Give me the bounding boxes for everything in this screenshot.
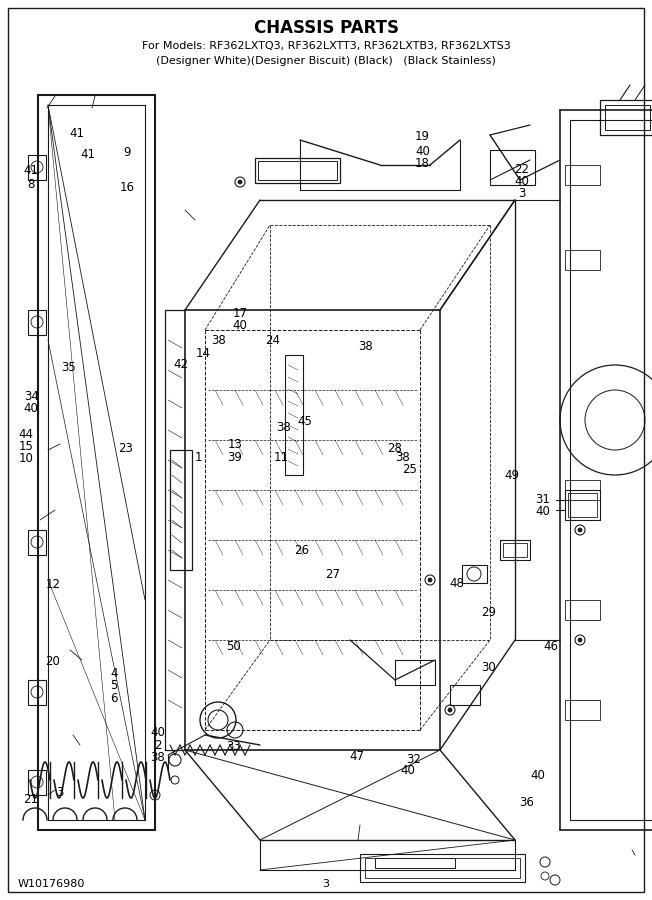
Bar [565,480,600,500]
Bar [395,660,435,685]
Text: 46: 46 [543,640,559,652]
Text: 20: 20 [45,655,59,668]
Bar [450,685,480,705]
Circle shape [238,180,242,184]
Text: 21: 21 [23,793,38,806]
Text: 40: 40 [233,320,247,332]
Text: 40: 40 [514,176,529,188]
Bar [500,540,530,560]
Text: 27: 27 [325,568,340,580]
Text: 12: 12 [46,579,61,591]
Text: 26: 26 [293,544,309,557]
Text: 44: 44 [18,428,34,441]
Text: 10: 10 [19,453,33,465]
Text: 3: 3 [518,187,526,200]
Bar [565,600,600,620]
Text: 6: 6 [110,692,118,705]
Bar [28,680,46,705]
Text: For Models: RF362LXTQ3, RF362LXTT3, RF362LXTB3, RF362LXTS3: For Models: RF362LXTQ3, RF362LXTT3, RF36… [141,41,511,51]
Bar [365,858,520,878]
Text: (Designer White)(Designer Biscuit) (Black)   (Black Stainless): (Designer White)(Designer Biscuit) (Blac… [156,56,496,66]
Bar [605,105,650,130]
Text: 24: 24 [265,334,280,346]
Text: 1: 1 [195,451,203,464]
Text: 42: 42 [173,358,189,371]
Text: 4: 4 [110,667,118,680]
Text: 23: 23 [118,442,132,454]
Text: 41: 41 [80,148,96,161]
Text: 50: 50 [226,640,241,652]
Text: 13: 13 [228,438,242,451]
Text: 5: 5 [110,680,118,692]
Text: 22: 22 [514,163,529,176]
Bar [503,543,527,557]
Text: 40: 40 [151,726,165,739]
Bar [565,700,600,720]
Text: 38: 38 [211,334,226,346]
Text: 33: 33 [226,741,241,753]
Text: 38: 38 [396,451,410,464]
Text: 35: 35 [61,361,76,374]
Text: 38: 38 [276,421,291,434]
Bar [258,161,337,180]
Text: CHASSIS PARTS: CHASSIS PARTS [254,19,398,37]
Text: 14: 14 [196,347,211,360]
Text: 36: 36 [520,796,534,809]
Text: 48: 48 [449,577,464,590]
Text: 49: 49 [504,469,520,482]
Text: 40: 40 [24,402,38,415]
Bar [285,355,303,475]
Text: 16: 16 [119,181,135,194]
Text: 3: 3 [56,786,64,798]
Text: 18: 18 [415,158,430,170]
Bar [565,165,600,185]
Text: 40: 40 [415,145,430,158]
Text: 32: 32 [407,753,421,766]
Bar [28,155,46,180]
Text: 15: 15 [19,440,33,453]
Bar [28,310,46,335]
Text: 19: 19 [415,130,430,143]
Circle shape [578,528,582,532]
Text: 11: 11 [274,451,289,464]
Text: W10176980: W10176980 [18,879,85,889]
Text: 41: 41 [23,165,39,177]
Circle shape [578,638,582,642]
Text: 38: 38 [358,340,372,353]
Text: 2: 2 [154,739,162,752]
Text: 25: 25 [402,464,417,476]
Bar [568,493,597,517]
Text: 40: 40 [535,505,550,518]
Text: 30: 30 [482,662,496,674]
Text: 9: 9 [123,147,131,159]
Text: 31: 31 [535,493,550,506]
Text: 40: 40 [400,764,415,777]
Bar [490,150,535,185]
Text: 40: 40 [531,770,545,782]
Bar [600,100,652,135]
Text: 47: 47 [349,750,365,762]
Text: 39: 39 [228,451,242,464]
Bar [28,770,46,795]
Bar [360,854,525,882]
Bar [28,530,46,555]
Bar [565,250,600,270]
Text: 34: 34 [24,390,38,402]
Text: 3: 3 [323,879,329,889]
Circle shape [428,578,432,582]
Text: 8: 8 [27,178,35,191]
Text: 17: 17 [232,307,248,320]
Text: 28: 28 [387,442,402,454]
Text: 45: 45 [298,415,312,428]
Text: 29: 29 [481,606,497,618]
Bar [565,490,600,520]
Text: 38: 38 [151,752,165,764]
Circle shape [448,708,452,712]
Bar [255,158,340,183]
Bar [170,450,192,570]
Bar [375,858,455,868]
Bar [462,565,487,583]
Text: 41: 41 [69,127,85,140]
